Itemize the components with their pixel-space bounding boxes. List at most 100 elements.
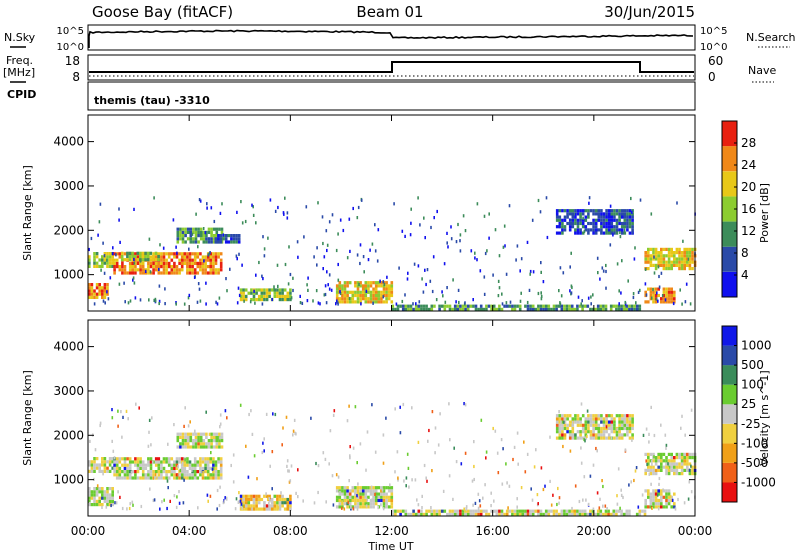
range-cell: [181, 227, 185, 231]
range-cell: [315, 289, 318, 293]
range-cell: [202, 230, 206, 234]
range-cell: [349, 456, 351, 460]
range-cell: [214, 237, 218, 241]
range-cell: [667, 468, 671, 472]
range-cell: [586, 512, 590, 516]
range-cell: [678, 267, 681, 271]
range-cell: [202, 234, 206, 238]
range-cell: [673, 290, 676, 294]
range-cell: [106, 496, 109, 500]
range-cell: [270, 504, 274, 508]
range-cell: [218, 227, 221, 231]
range-cell: [450, 225, 452, 229]
range-cell: [252, 205, 254, 209]
range-cell: [508, 204, 511, 208]
range-cell: [252, 507, 256, 511]
range-cell: [180, 252, 184, 256]
range-cell: [566, 430, 569, 434]
range-cell: [134, 265, 137, 269]
range-cell: [286, 501, 290, 505]
range-cell: [219, 240, 223, 244]
range-cell: [195, 212, 197, 216]
range-cell: [207, 253, 210, 257]
range-cell: [144, 251, 147, 255]
range-cell: [648, 440, 650, 444]
range-cell: [605, 417, 608, 421]
range-cell: [508, 509, 512, 513]
range-cell: [188, 473, 192, 477]
range-cell: [597, 212, 601, 216]
range-cell: [675, 257, 679, 261]
range-cell: [667, 257, 671, 261]
range-cell: [128, 268, 132, 272]
range-cell: [574, 215, 577, 219]
range-cell: [492, 426, 494, 431]
range-cell: [212, 457, 215, 461]
range-cell: [93, 258, 96, 262]
range-cell: [581, 307, 584, 311]
range-cell: [356, 281, 360, 285]
range-cell: [422, 307, 426, 311]
range-cell: [184, 230, 187, 234]
range-cell: [197, 230, 200, 234]
range-cell: [186, 435, 190, 439]
range-cell: [336, 300, 339, 304]
range-cell: [283, 212, 285, 216]
range-cell: [459, 512, 462, 516]
range-cell: [293, 418, 296, 422]
range-cell: [181, 240, 185, 244]
range-cell: [479, 509, 483, 513]
range-cell: [369, 293, 373, 298]
range-cell: [348, 217, 351, 221]
range-cell: [568, 209, 572, 213]
range-cell: [644, 254, 647, 258]
range-cell: [563, 512, 566, 516]
range-cell: [660, 297, 663, 301]
y-tick-label: 4000: [53, 340, 84, 354]
range-cell: [407, 271, 409, 275]
range-cell: [558, 417, 562, 421]
range-cell: [589, 433, 593, 437]
range-cell: [126, 473, 129, 477]
range-cell: [230, 240, 233, 244]
range-cell: [584, 436, 588, 440]
range-cell: [218, 439, 221, 443]
range-cell: [657, 507, 660, 511]
range-cell: [88, 258, 91, 262]
range-cell: [581, 512, 584, 516]
range-cell: [263, 494, 266, 498]
range-cell: [299, 301, 302, 305]
range-cell: [199, 435, 203, 439]
range-cell: [217, 240, 220, 244]
range-cell: [688, 456, 692, 460]
range-cell: [529, 512, 532, 516]
range-cell: [638, 307, 642, 311]
range-cell: [620, 215, 624, 219]
range-cell: [451, 509, 454, 513]
colorbar-segment: [722, 384, 737, 405]
range-cell: [630, 304, 634, 308]
range-cell: [613, 218, 616, 222]
range-cell: [219, 473, 223, 477]
range-cell: [652, 502, 655, 506]
range-cell: [385, 502, 388, 506]
range-cell: [278, 504, 282, 508]
range-cell: [609, 243, 612, 247]
range-cell: [414, 304, 418, 308]
range-cell: [662, 300, 666, 304]
range-cell: [244, 507, 248, 511]
range-cell: [201, 255, 205, 259]
range-cell: [260, 294, 264, 298]
range-cell: [268, 497, 271, 501]
range-cell: [261, 274, 263, 278]
range-cell: [144, 258, 147, 262]
range-cell: [490, 504, 492, 508]
range-cell: [464, 403, 467, 407]
range-cell: [184, 240, 187, 244]
range-cell: [178, 268, 181, 272]
range-cell: [498, 254, 501, 258]
range-cell: [644, 260, 647, 264]
colorbar-segment: [722, 171, 737, 197]
range-cell: [686, 251, 689, 255]
range-cell: [530, 487, 532, 491]
